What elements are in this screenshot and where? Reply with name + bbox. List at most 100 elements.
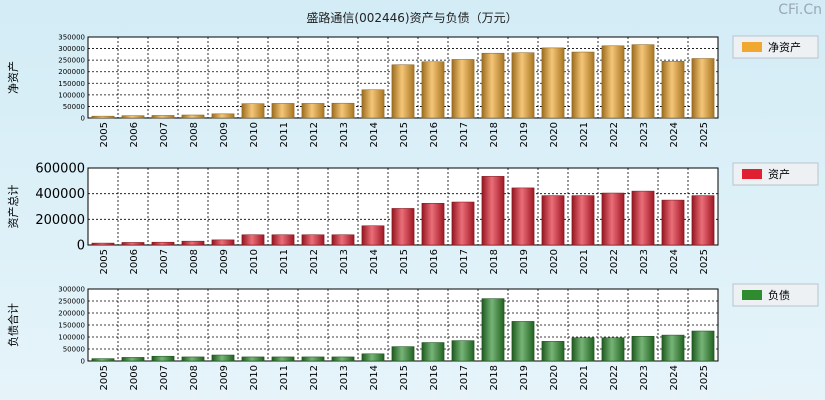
bar-2018 bbox=[481, 176, 505, 246]
bar-2018 bbox=[481, 52, 505, 119]
x-tick-label: 2021 bbox=[579, 249, 590, 274]
x-tick-label: 2018 bbox=[489, 365, 500, 390]
y-tick-label: 350000 bbox=[58, 34, 85, 42]
x-tick-label: 2019 bbox=[519, 122, 530, 147]
bar-2005 bbox=[91, 115, 115, 119]
bar-2009 bbox=[211, 113, 235, 119]
x-tick-label: 2010 bbox=[249, 365, 260, 390]
x-tick-label: 2023 bbox=[639, 122, 650, 147]
x-tick-label: 2020 bbox=[549, 365, 560, 390]
bar-2016 bbox=[421, 342, 445, 362]
bar-2013 bbox=[331, 234, 355, 246]
x-tick-label: 2007 bbox=[159, 365, 170, 390]
bar-2009 bbox=[211, 239, 235, 246]
x-tick-label: 2020 bbox=[549, 249, 560, 274]
bar-2010 bbox=[241, 234, 265, 246]
x-tick-label: 2006 bbox=[129, 365, 140, 390]
bar-2023 bbox=[631, 44, 655, 119]
bar-2016 bbox=[421, 203, 445, 246]
x-tick-label: 2025 bbox=[699, 122, 710, 147]
x-tick-label: 2022 bbox=[609, 122, 620, 147]
x-tick-label: 2016 bbox=[429, 122, 440, 147]
bar-2021 bbox=[571, 195, 595, 246]
legend: 负债 bbox=[732, 283, 819, 307]
y-tick-label: 200000 bbox=[58, 68, 85, 76]
x-tick-label: 2006 bbox=[129, 122, 140, 147]
x-tick-label: 2009 bbox=[219, 365, 230, 390]
legend-box bbox=[732, 162, 819, 186]
bar-2013 bbox=[331, 356, 355, 362]
bar-2005 bbox=[91, 242, 115, 246]
x-tick-label: 2005 bbox=[99, 365, 110, 390]
bar-2024 bbox=[661, 61, 685, 119]
bar-2014 bbox=[361, 89, 385, 119]
y-tick-label: 0 bbox=[77, 239, 85, 254]
x-tick-label: 2017 bbox=[459, 365, 470, 390]
x-tick-label: 2023 bbox=[639, 249, 650, 274]
legend-label: 资产 bbox=[768, 167, 790, 181]
bar-2011 bbox=[271, 103, 295, 119]
x-tick-label: 2023 bbox=[639, 365, 650, 390]
legend-box bbox=[732, 283, 819, 307]
y-tick-label: 50000 bbox=[63, 346, 85, 354]
bar-2022 bbox=[601, 337, 625, 362]
x-tick-label: 2011 bbox=[279, 122, 290, 147]
total-assets-panel: 0 200000 400000 600000 2005 2006 2007 2008 2009 2… bbox=[6, 162, 819, 274]
bar-2006 bbox=[121, 242, 145, 246]
bar-2008 bbox=[181, 356, 205, 362]
bar-2023 bbox=[631, 336, 655, 362]
bar-2022 bbox=[601, 45, 625, 119]
x-tick-label: 2007 bbox=[159, 122, 170, 147]
x-tick-label: 2016 bbox=[429, 365, 440, 390]
bar-2024 bbox=[661, 334, 685, 362]
bar-2012 bbox=[301, 356, 325, 362]
x-tick-label: 2024 bbox=[669, 249, 680, 274]
x-tick-label: 2024 bbox=[669, 122, 680, 147]
bar-2012 bbox=[301, 234, 325, 246]
x-tick-label: 2025 bbox=[699, 249, 710, 274]
y-tick-label: 250000 bbox=[58, 57, 85, 65]
x-tick-label: 2022 bbox=[609, 249, 620, 274]
x-tick-label: 2019 bbox=[519, 365, 530, 390]
x-tick-label: 2015 bbox=[399, 249, 410, 274]
bar-2024 bbox=[661, 199, 685, 246]
y-tick-label: 150000 bbox=[58, 80, 85, 88]
x-tick-label: 2025 bbox=[699, 365, 710, 390]
x-tick-label: 2015 bbox=[399, 365, 410, 390]
x-tick-label: 2011 bbox=[279, 365, 290, 390]
y-tick-label: 600000 bbox=[35, 162, 85, 177]
chart-title: 盛路通信(002446)资产与负债（万元） bbox=[306, 10, 517, 25]
bar-2014 bbox=[361, 353, 385, 362]
bar-2021 bbox=[571, 337, 595, 362]
bar-2017 bbox=[451, 59, 475, 119]
bar-2017 bbox=[451, 340, 475, 362]
x-tick-label: 2014 bbox=[369, 365, 380, 390]
x-tick-label: 2024 bbox=[669, 365, 680, 390]
x-tick-label: 2019 bbox=[519, 249, 530, 274]
bar-2017 bbox=[451, 201, 475, 246]
bar-2011 bbox=[271, 234, 295, 246]
x-tick-label: 2014 bbox=[369, 122, 380, 147]
total-liabilities-panel: 0 50000 100000 150000 200000 250000 300000 2005… bbox=[6, 283, 819, 390]
x-tick-label: 2020 bbox=[549, 122, 560, 147]
bar-2020 bbox=[541, 195, 565, 246]
bar-2015 bbox=[391, 346, 415, 362]
bar-2022 bbox=[601, 192, 625, 246]
bar-2019 bbox=[511, 187, 535, 246]
legend: 资产 bbox=[732, 162, 819, 186]
bar-2013 bbox=[331, 102, 355, 119]
x-tick-label: 2017 bbox=[459, 122, 470, 147]
x-tick-label: 2009 bbox=[219, 249, 230, 274]
legend-label: 净资产 bbox=[768, 40, 801, 54]
bar-2010 bbox=[241, 356, 265, 362]
x-tick-label: 2022 bbox=[609, 365, 620, 390]
bar-2007 bbox=[151, 355, 175, 362]
bar-2018 bbox=[481, 298, 505, 362]
bar-2011 bbox=[271, 356, 295, 362]
x-tick-label: 2008 bbox=[189, 249, 200, 274]
legend-box bbox=[732, 35, 819, 59]
bar-2015 bbox=[391, 64, 415, 119]
x-tick-label: 2008 bbox=[189, 365, 200, 390]
x-tick-label: 2010 bbox=[249, 249, 260, 274]
